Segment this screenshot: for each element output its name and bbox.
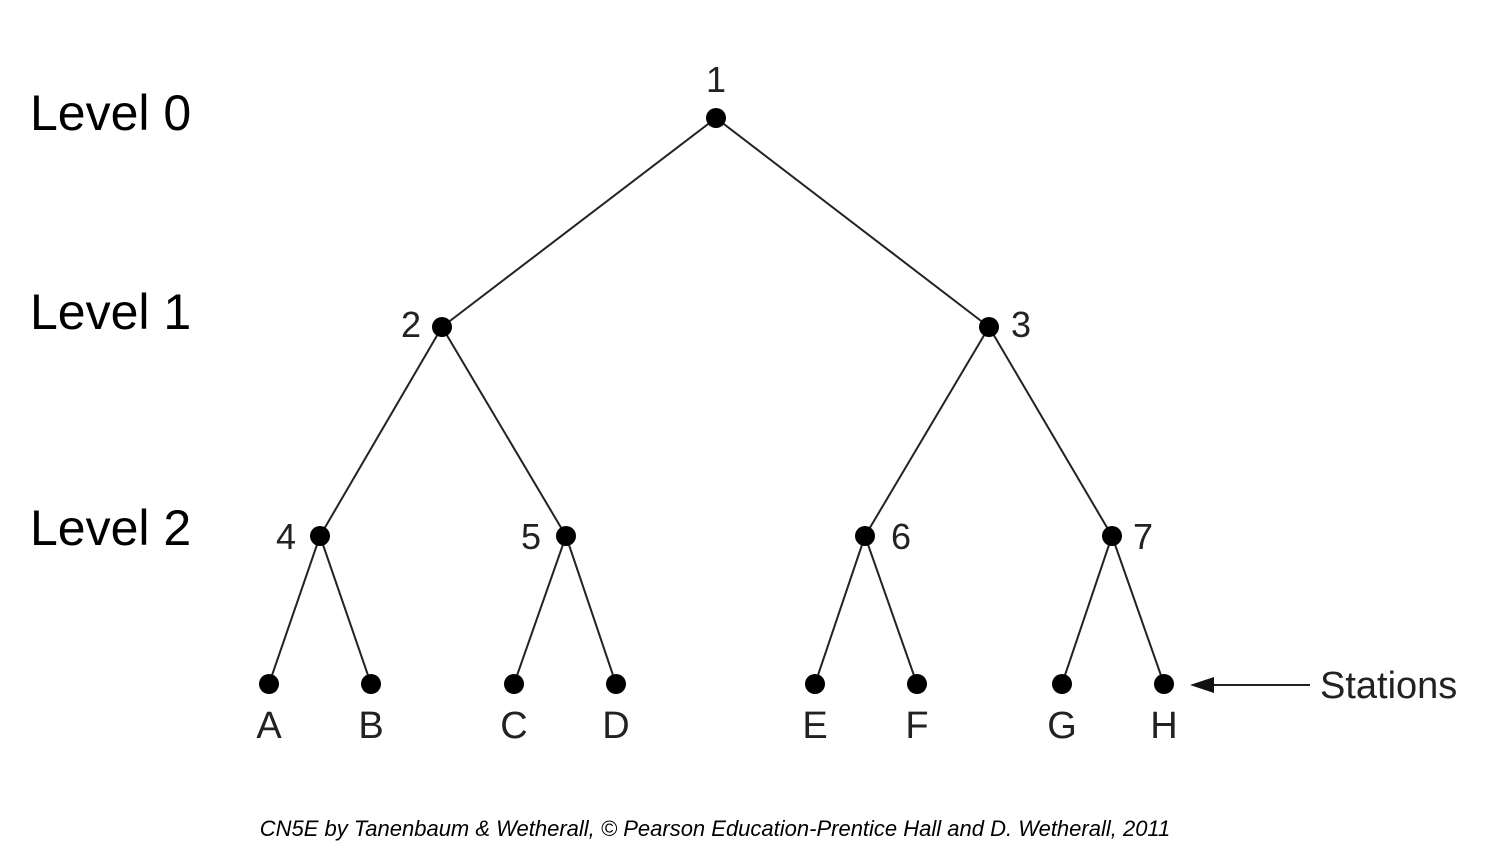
station-label-F: F [905, 705, 928, 747]
edge-6-F [864, 535, 918, 685]
tree-edges [268, 117, 1165, 685]
level-2-label: Level 2 [30, 500, 191, 556]
station-F [907, 674, 927, 694]
station-E [805, 674, 825, 694]
node-label-7: 7 [1133, 516, 1153, 557]
station-label-C: C [500, 705, 527, 747]
node-label-1: 1 [706, 59, 726, 100]
edge-5-D [565, 535, 617, 685]
level-1-label: Level 1 [30, 284, 191, 340]
copyright-credit: CN5E by Tanenbaum & Wetherall, © Pearson… [259, 816, 1171, 841]
station-label-H: H [1150, 705, 1177, 747]
edge-1-3 [715, 117, 990, 328]
station-label-E: E [802, 705, 827, 747]
node-5 [556, 526, 576, 546]
node-2 [432, 317, 452, 337]
stations-label: Stations [1320, 665, 1457, 707]
edge-7-G [1061, 535, 1113, 685]
node-7 [1102, 526, 1122, 546]
station-G [1052, 674, 1072, 694]
level-0-label: Level 0 [30, 85, 191, 141]
node-1 [706, 108, 726, 128]
node-label-4: 4 [276, 516, 296, 557]
edge-4-B [319, 535, 372, 685]
station-label-G: G [1047, 705, 1077, 747]
station-C [504, 674, 524, 694]
edge-2-5 [441, 326, 567, 537]
node-3 [979, 317, 999, 337]
edge-4-A [268, 535, 321, 685]
edge-3-7 [988, 326, 1113, 537]
node-label-6: 6 [891, 516, 911, 557]
station-D [606, 674, 626, 694]
node-label-5: 5 [521, 516, 541, 557]
level-labels: Level 0 Level 1 Level 2 [30, 85, 191, 556]
tree-nodes [259, 108, 1174, 694]
stations-pointer: Stations [1190, 665, 1457, 707]
station-label-A: A [256, 705, 282, 747]
station-B [361, 674, 381, 694]
tree-labels: 1 2 3 4 5 6 7 A B C D E F G H [256, 59, 1177, 747]
station-label-D: D [602, 705, 629, 747]
stations-arrow-head [1190, 677, 1214, 693]
station-label-B: B [358, 705, 383, 747]
edge-1-2 [441, 117, 717, 328]
edge-3-6 [864, 326, 990, 537]
edge-2-4 [319, 326, 443, 537]
edge-7-H [1111, 535, 1165, 685]
node-6 [855, 526, 875, 546]
station-A [259, 674, 279, 694]
edge-6-E [814, 535, 866, 685]
station-H [1154, 674, 1174, 694]
node-label-3: 3 [1011, 304, 1031, 345]
edge-5-C [513, 535, 567, 685]
node-4 [310, 526, 330, 546]
node-label-2: 2 [401, 304, 421, 345]
